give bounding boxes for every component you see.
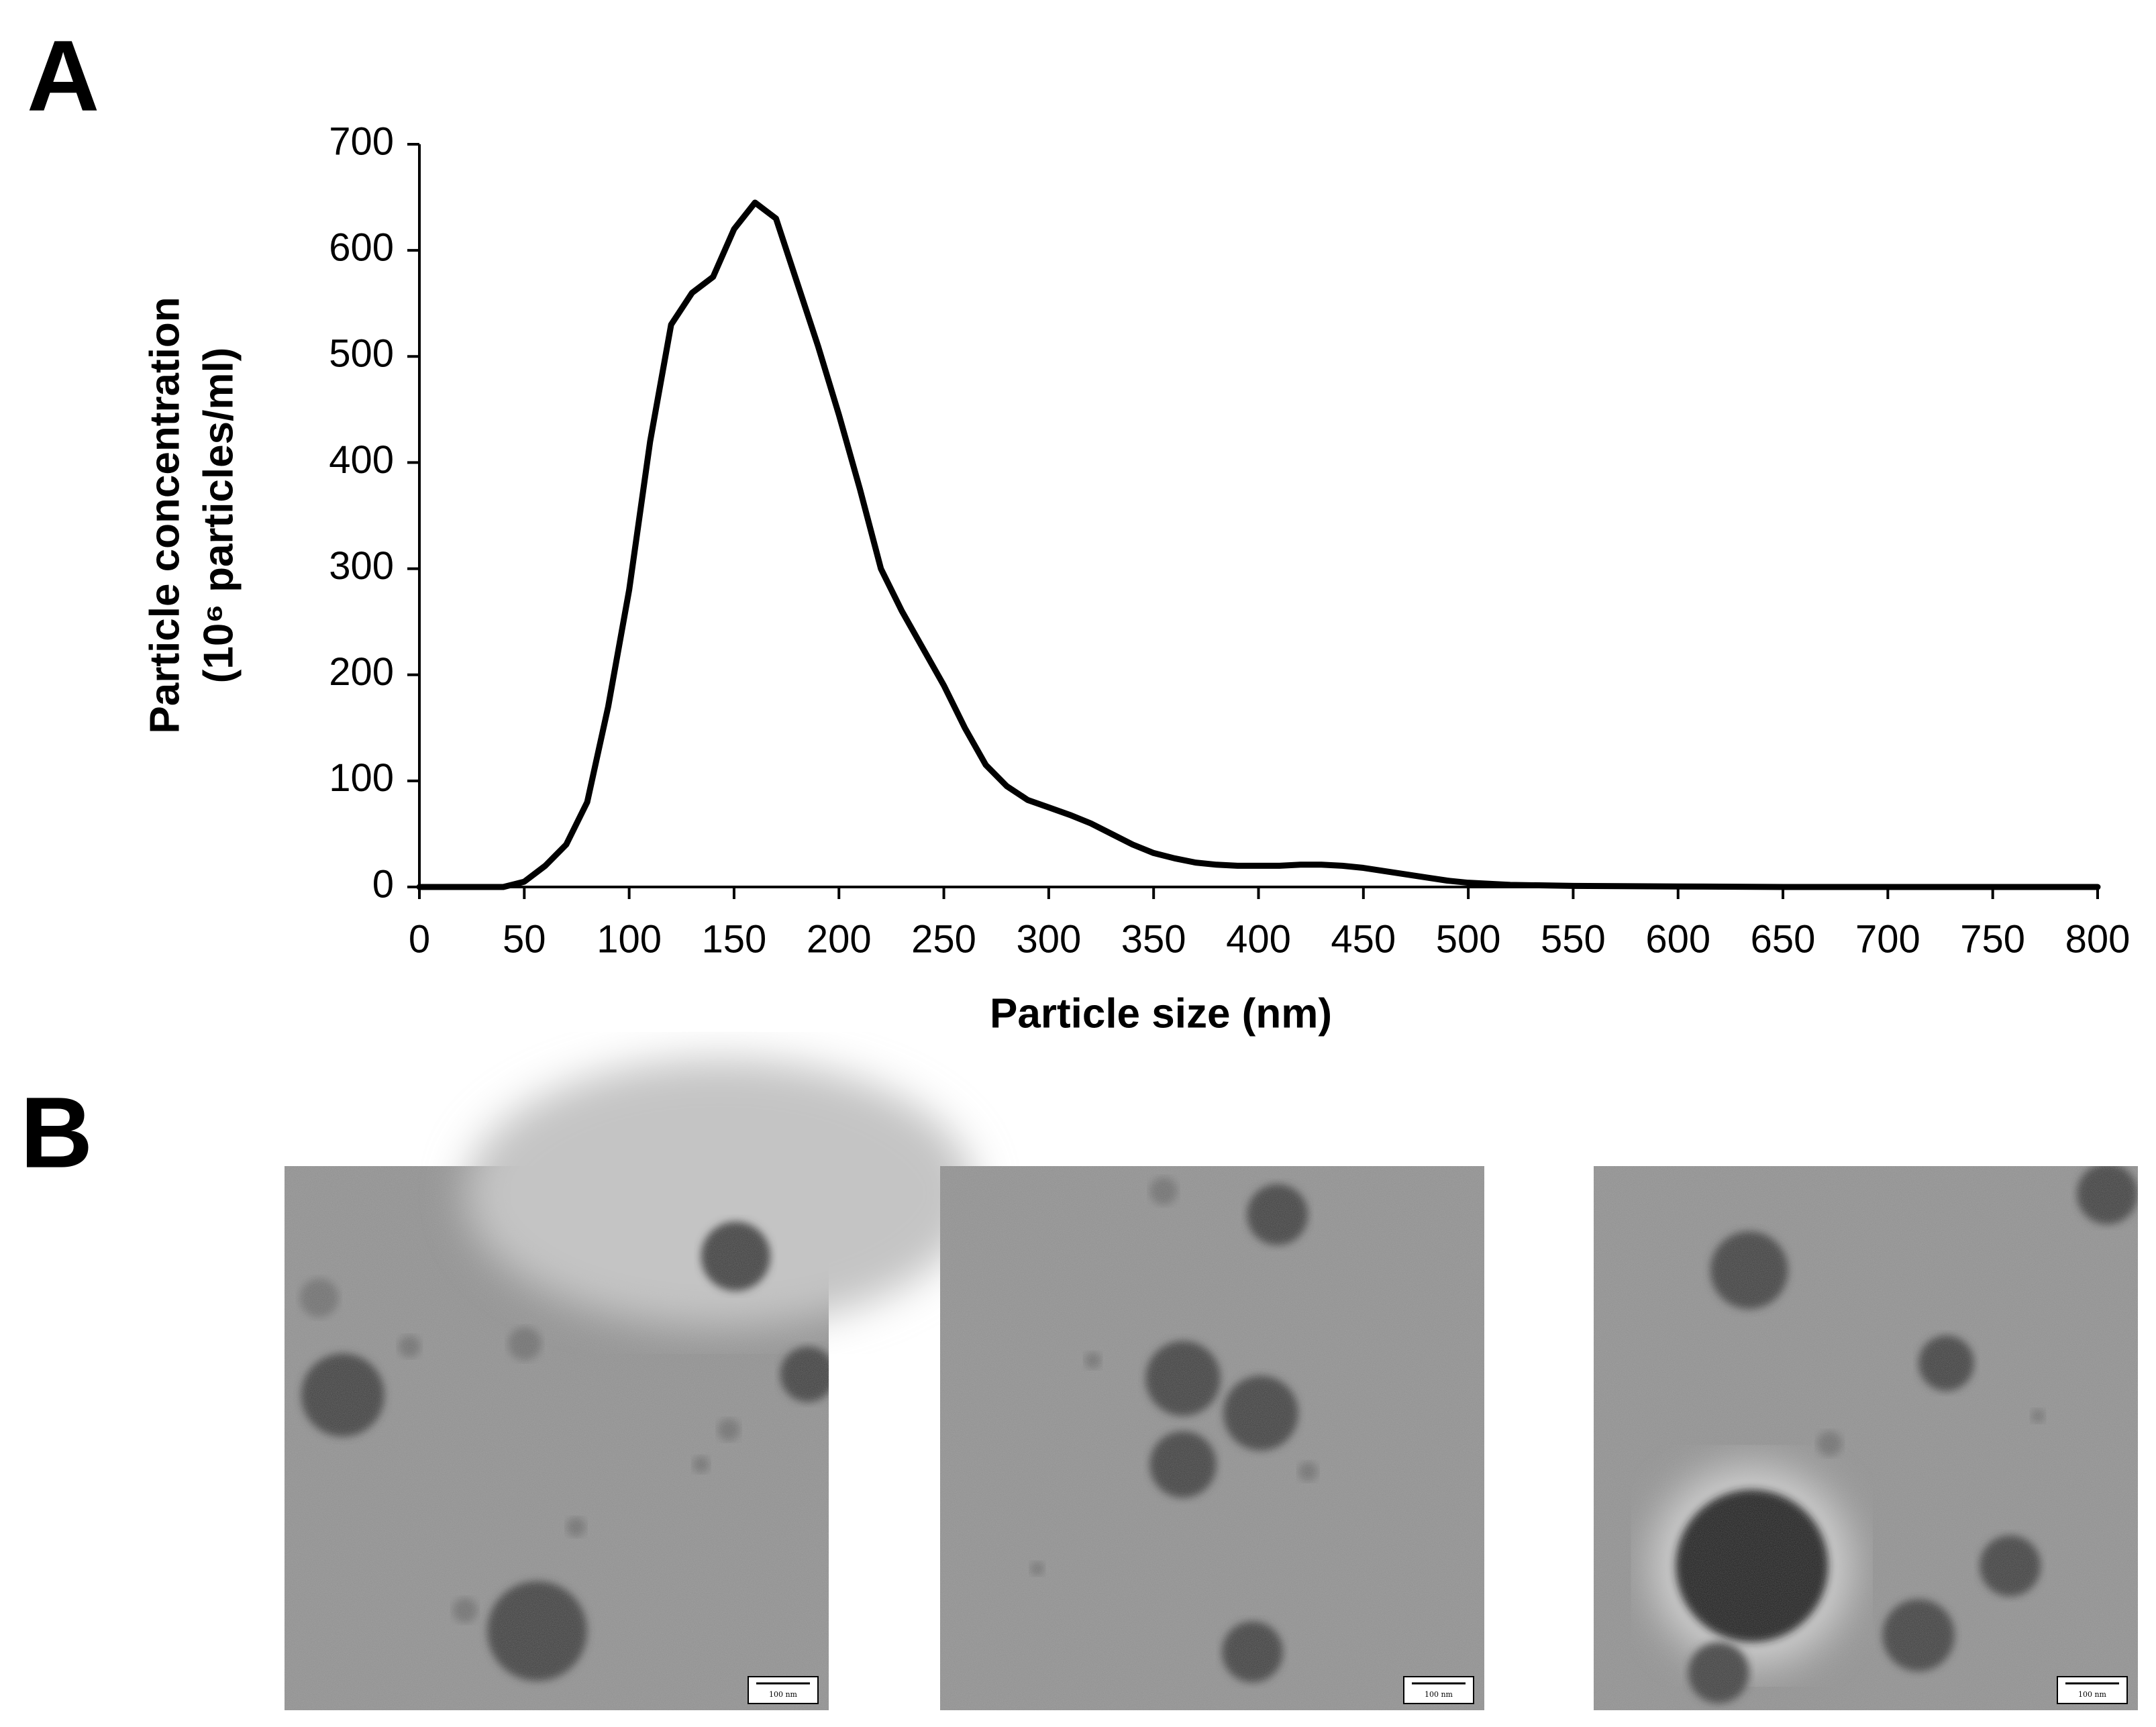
scale-bar-label: 100 nm <box>1425 1690 1453 1699</box>
x-tick-label: 750 <box>1960 917 2025 961</box>
panel-label: B <box>20 1076 93 1189</box>
x-tick-label: 200 <box>807 917 872 961</box>
y-tick-label: 300 <box>329 544 394 588</box>
x-tick-label: 550 <box>1541 917 1606 961</box>
y-tick-label: 500 <box>329 332 394 376</box>
x-tick-label: 700 <box>1855 917 1920 961</box>
scale-bar-box <box>748 1676 819 1704</box>
scale-bar-box <box>2057 1676 2128 1704</box>
noise <box>940 1166 1484 1710</box>
y-tick-label: 200 <box>329 650 394 694</box>
panel-label: A <box>27 19 99 132</box>
x-axis-title: Particle size (nm) <box>990 990 1332 1037</box>
x-tick-label: 500 <box>1436 917 1501 961</box>
x-tick-label: 300 <box>1016 917 1081 961</box>
y-axis-title: Particle concentration <box>142 297 188 733</box>
x-tick-label: 150 <box>702 917 767 961</box>
y-axis-title: (10⁶ particles/ml) <box>195 348 242 684</box>
scale-bar-label: 100 nm <box>769 1690 798 1699</box>
micrograph: 100 nm <box>285 1059 975 1710</box>
x-tick-label: 0 <box>409 917 430 961</box>
x-tick-label: 400 <box>1226 917 1291 961</box>
y-tick-label: 400 <box>329 438 394 482</box>
x-tick-label: 50 <box>503 917 546 961</box>
scale-bar-label: 100 nm <box>2078 1690 2107 1699</box>
x-tick-label: 650 <box>1751 917 1816 961</box>
x-tick-label: 350 <box>1121 917 1186 961</box>
y-tick-label: 600 <box>329 225 394 269</box>
noise <box>1594 1166 2138 1710</box>
x-tick-label: 600 <box>1645 917 1710 961</box>
data-line <box>416 199 2101 890</box>
x-tick-label: 250 <box>911 917 976 961</box>
y-tick-label: 700 <box>329 119 394 163</box>
x-tick-label: 100 <box>597 917 662 961</box>
y-tick-label: 0 <box>372 862 394 906</box>
micrograph: 100 nm <box>1594 1166 2138 1710</box>
micrograph: 100 nm <box>940 1166 1484 1710</box>
noise <box>285 1166 829 1710</box>
scale-bar-box <box>1403 1676 1474 1704</box>
y-tick-label: 100 <box>329 756 394 800</box>
x-tick-label: 800 <box>2065 917 2131 961</box>
x-tick-label: 450 <box>1331 917 1396 961</box>
